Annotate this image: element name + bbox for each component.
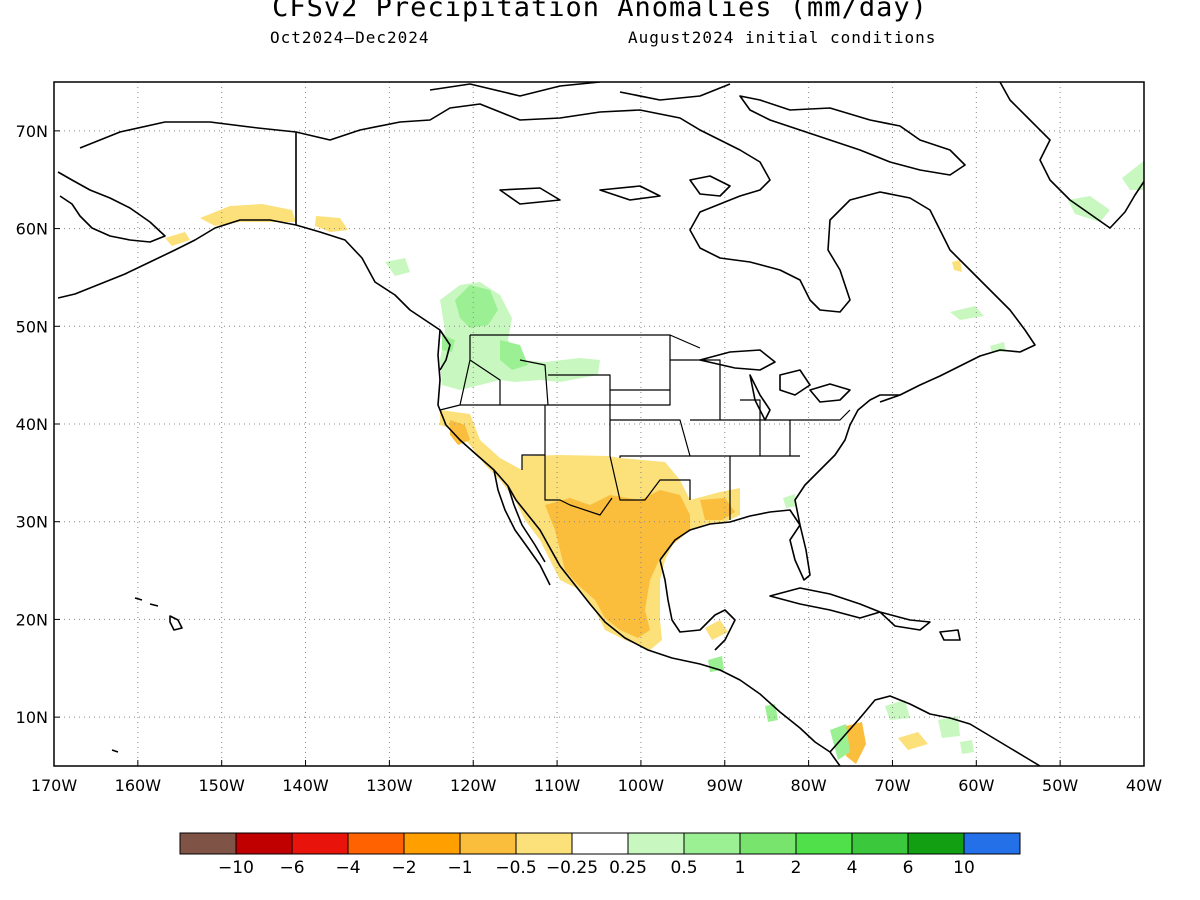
coast-us-west	[437, 329, 841, 766]
colorbar-swatch	[963, 832, 1021, 855]
political-borders	[439, 334, 851, 520]
lat-label: 50N	[16, 317, 48, 336]
colorbar-label: −0.5	[495, 858, 536, 878]
coast-caribbean	[769, 587, 961, 641]
colorbar-swatch	[179, 832, 237, 855]
colorbar-label: −2	[391, 858, 416, 878]
colorbar-label: 6	[903, 858, 914, 878]
wet-anomaly-northwest	[385, 160, 1144, 754]
forecast-period: Oct2024–Dec2024	[270, 28, 430, 47]
coast-hawaii	[111, 597, 183, 753]
lat-label: 10N	[16, 708, 48, 727]
longitude-labels: 170W 160W 150W 140W 130W 120W 110W 100W 90W 80W 70…	[31, 760, 1162, 795]
colorbar-swatch	[627, 832, 685, 855]
dry-anomaly-colombia	[846, 722, 866, 764]
lat-label: 20N	[16, 610, 48, 629]
coast-baja	[493, 469, 551, 586]
colorbar-label: 2	[791, 858, 802, 878]
colorbar-swatch	[795, 832, 853, 855]
colorbar-swatch	[515, 832, 573, 855]
coast-alaska	[57, 121, 451, 371]
lon-label: 120W	[450, 776, 497, 795]
dry-anomaly-central-america	[705, 620, 928, 750]
coast-greenland	[999, 82, 1144, 229]
colorbar-swatch	[683, 832, 741, 855]
colorbar-label: 0.25	[609, 858, 647, 878]
lon-label: 50W	[1042, 776, 1078, 795]
coast-south-america	[829, 695, 1041, 766]
colorbar-label: −1	[447, 858, 472, 878]
dry-anomaly-core	[450, 420, 735, 638]
colorbar-label: 4	[847, 858, 858, 878]
lon-label: 140W	[282, 776, 329, 795]
lon-label: 160W	[115, 776, 162, 795]
map-title: CFSv2 Precipitation Anomalies (mm/day)	[272, 0, 928, 23]
lat-label: 30N	[16, 513, 48, 532]
anomaly-shading	[165, 160, 1144, 764]
dry-anomaly-newfoundland	[952, 260, 962, 272]
lon-label: 100W	[618, 776, 665, 795]
colorbar-swatch	[235, 832, 293, 855]
colorbar-swatch	[851, 832, 909, 855]
lat-lon-grid	[54, 82, 1144, 766]
great-lakes	[699, 349, 851, 421]
lat-label: 40N	[16, 415, 48, 434]
coast-gulf	[659, 509, 811, 651]
initial-conditions: August2024 initial conditions	[628, 28, 937, 47]
colorbar: −10 −6 −4 −2 −1 −0.5 −0.25 0.25 0.5 1 2 4 6 10	[179, 832, 1021, 878]
colorbar-swatch	[291, 832, 349, 855]
coast-arctic-islands	[429, 82, 966, 205]
lon-label: 150W	[199, 776, 246, 795]
colorbar-label: 0.5	[670, 858, 697, 878]
colorbar-swatch	[571, 832, 629, 855]
lat-label: 60N	[16, 220, 48, 239]
lon-label: 90W	[707, 776, 743, 795]
colorbar-label: −4	[335, 858, 360, 878]
lon-label: 70W	[874, 776, 910, 795]
colorbar-swatch	[907, 832, 965, 855]
colorbar-label: 1	[735, 858, 746, 878]
colorbar-swatch	[739, 832, 797, 855]
lat-label: 70N	[16, 122, 48, 141]
lon-label: 80W	[791, 776, 827, 795]
lon-label: 40W	[1126, 776, 1162, 795]
dry-anomaly-alaska	[165, 204, 348, 246]
colorbar-label: 10	[953, 858, 975, 878]
coastlines	[57, 82, 1144, 766]
coast-us-east	[794, 394, 900, 526]
colorbar-swatch	[403, 832, 461, 855]
colorbar-swatch	[459, 832, 517, 855]
lon-label: 130W	[366, 776, 413, 795]
coast-canada	[295, 103, 1036, 403]
lon-label: 110W	[534, 776, 581, 795]
colorbar-swatch	[347, 832, 405, 855]
colorbar-label: −0.25	[546, 858, 598, 878]
colorbar-label: −10	[218, 858, 254, 878]
lon-label: 170W	[31, 776, 78, 795]
latitude-labels: 70N 60N 50N 40N 30N 20N 10N	[16, 122, 60, 727]
lon-label: 60W	[958, 776, 994, 795]
colorbar-label: −6	[279, 858, 304, 878]
